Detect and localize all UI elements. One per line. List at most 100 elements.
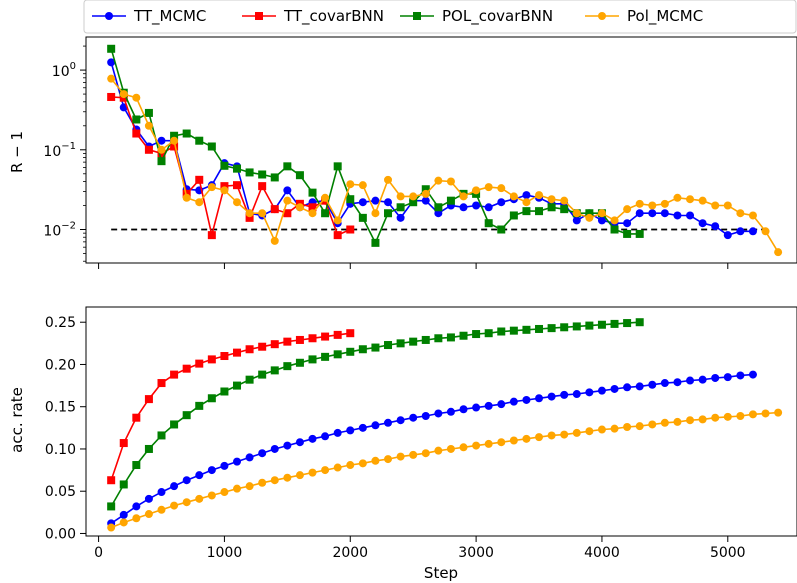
- bottom-point-pol-mcmc: [736, 412, 744, 420]
- top-point-pol-covarbnn: [283, 162, 291, 170]
- top-point-pol-mcmc: [422, 190, 430, 198]
- top-point-pol-mcmc: [711, 202, 719, 210]
- bottom-point-pol-covarbnn: [346, 348, 354, 356]
- bottom-point-pol-mcmc: [271, 476, 279, 484]
- bottom-point-pol-covarbnn: [271, 366, 279, 374]
- top-point-tt-mcmc: [397, 214, 405, 222]
- top-point-pol-mcmc: [472, 186, 480, 194]
- bottom-x-tick-label: 2000: [332, 545, 368, 561]
- bottom-point-tt-mcmc: [510, 398, 518, 406]
- bottom-point-pol-mcmc: [472, 442, 480, 450]
- top-point-tt-mcmc: [636, 209, 644, 217]
- bottom-point-tt-covarbnn: [132, 414, 140, 422]
- bottom-point-tt-covarbnn: [145, 395, 153, 403]
- top-point-tt-mcmc: [422, 197, 430, 205]
- top-point-pol-mcmc: [434, 177, 442, 185]
- bottom-point-pol-mcmc: [611, 425, 619, 433]
- bottom-point-tt-covarbnn: [296, 336, 304, 344]
- top-point-pol-mcmc: [661, 200, 669, 208]
- top-point-pol-covarbnn: [321, 209, 329, 217]
- top-point-pol-mcmc: [535, 191, 543, 199]
- bottom-point-pol-mcmc: [371, 457, 379, 465]
- bottom-point-pol-mcmc: [397, 453, 405, 461]
- bottom-point-tt-covarbnn: [158, 379, 166, 387]
- bottom-point-pol-covarbnn: [573, 322, 581, 330]
- bottom-point-pol-mcmc: [422, 449, 430, 457]
- top-point-pol-covarbnn: [145, 109, 153, 117]
- top-point-tt-covarbnn: [145, 146, 153, 154]
- bottom-x-tick-label: 1000: [207, 545, 243, 561]
- top-point-tt-mcmc: [384, 198, 392, 206]
- top-point-pol-covarbnn: [208, 142, 216, 150]
- bottom-point-tt-mcmc: [132, 502, 140, 510]
- top-point-pol-mcmc: [724, 202, 732, 210]
- bottom-point-pol-mcmc: [145, 510, 153, 518]
- bottom-point-pol-covarbnn: [145, 445, 153, 453]
- bottom-point-pol-covarbnn: [371, 344, 379, 352]
- top-point-pol-mcmc: [774, 248, 782, 256]
- top-point-pol-covarbnn: [397, 203, 405, 211]
- bottom-point-tt-mcmc: [598, 387, 606, 395]
- top-point-tt-mcmc: [460, 203, 468, 211]
- bottom-point-tt-mcmc: [497, 400, 505, 408]
- bottom-point-pol-mcmc: [334, 464, 342, 472]
- bottom-point-pol-covarbnn: [623, 319, 631, 327]
- bottom-point-tt-mcmc: [535, 394, 543, 402]
- top-point-tt-covarbnn: [208, 231, 216, 239]
- top-point-tt-covarbnn: [258, 182, 266, 190]
- top-point-pol-covarbnn: [271, 173, 279, 181]
- top-point-pol-covarbnn: [220, 162, 228, 170]
- top-point-pol-mcmc: [246, 209, 254, 217]
- bottom-point-pol-covarbnn: [598, 321, 606, 329]
- bottom-point-tt-covarbnn: [183, 365, 191, 373]
- top-point-tt-covarbnn: [271, 205, 279, 213]
- top-point-pol-mcmc: [585, 214, 593, 222]
- top-point-pol-mcmc: [460, 192, 468, 200]
- bottom-point-tt-mcmc: [195, 471, 203, 479]
- bottom-point-pol-covarbnn: [384, 341, 392, 349]
- top-point-tt-mcmc: [283, 186, 291, 194]
- top-point-pol-covarbnn: [611, 226, 619, 234]
- top-point-pol-mcmc: [409, 192, 417, 200]
- top-point-pol-mcmc: [762, 227, 770, 235]
- bottom-point-pol-covarbnn: [258, 371, 266, 379]
- bottom-point-tt-covarbnn: [233, 349, 241, 357]
- bottom-point-pol-covarbnn: [447, 333, 455, 341]
- top-point-pol-mcmc: [283, 197, 291, 205]
- top-point-pol-mcmc: [309, 209, 317, 217]
- top-point-pol-mcmc: [296, 203, 304, 211]
- bottom-point-tt-mcmc: [271, 445, 279, 453]
- bottom-point-pol-covarbnn: [321, 353, 329, 361]
- top-point-pol-mcmc: [170, 137, 178, 145]
- bottom-y-axis-label: acc. rate: [8, 387, 26, 453]
- top-point-tt-mcmc: [711, 222, 719, 230]
- top-point-tt-mcmc: [686, 211, 694, 219]
- top-point-pol-mcmc: [485, 183, 493, 191]
- top-point-pol-covarbnn: [384, 209, 392, 217]
- bottom-point-tt-mcmc: [648, 381, 656, 389]
- top-point-tt-mcmc: [573, 216, 581, 224]
- bottom-point-pol-covarbnn: [535, 325, 543, 333]
- top-point-tt-mcmc: [648, 209, 656, 217]
- top-point-pol-mcmc: [158, 146, 166, 154]
- bottom-point-pol-mcmc: [447, 445, 455, 453]
- top-point-pol-covarbnn: [195, 137, 203, 145]
- bottom-point-tt-covarbnn: [195, 360, 203, 368]
- bottom-point-pol-covarbnn: [522, 326, 530, 334]
- bottom-point-pol-covarbnn: [359, 345, 367, 353]
- bottom-point-pol-mcmc: [686, 416, 694, 424]
- top-point-tt-mcmc: [736, 227, 744, 235]
- bottom-point-tt-mcmc: [736, 371, 744, 379]
- bottom-point-pol-mcmc: [724, 413, 732, 421]
- bottom-point-pol-covarbnn: [397, 339, 405, 347]
- bottom-point-tt-mcmc: [334, 429, 342, 437]
- top-point-pol-mcmc: [510, 192, 518, 200]
- bottom-point-pol-mcmc: [497, 438, 505, 446]
- bottom-point-pol-mcmc: [409, 451, 417, 459]
- bottom-point-tt-mcmc: [460, 405, 468, 413]
- bottom-point-pol-mcmc: [434, 447, 442, 455]
- top-point-pol-mcmc: [208, 183, 216, 191]
- legend-marker-tt-mcmc: [105, 12, 113, 20]
- bottom-point-pol-mcmc: [762, 409, 770, 417]
